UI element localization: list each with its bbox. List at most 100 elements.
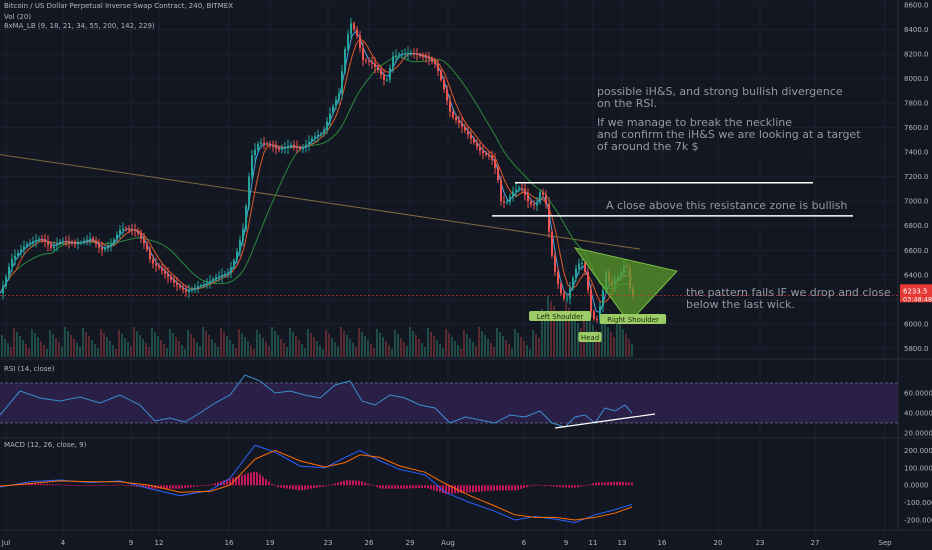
volume-bar — [40, 341, 42, 357]
volume-bar — [310, 333, 312, 357]
macd-histogram-bar — [556, 485, 558, 488]
macd-histogram-bar — [610, 481, 612, 486]
macd-histogram-bar — [235, 476, 237, 486]
candle-body — [149, 249, 151, 260]
macd-histogram-bar — [592, 483, 594, 486]
macd-histogram-bar — [217, 482, 219, 486]
candle-body — [590, 289, 592, 312]
price-tick-label: 7800.0 — [904, 100, 929, 108]
volume-bar — [331, 338, 333, 357]
candle-body — [458, 120, 460, 124]
macd-histogram-bar — [619, 481, 621, 486]
macd-histogram-bar — [331, 484, 333, 486]
candle-body — [287, 145, 289, 148]
volume-bar — [130, 346, 132, 357]
volume-bar — [70, 335, 72, 357]
rsi-tick-label: 40.0000 — [904, 410, 932, 418]
macd-histogram-bar — [184, 485, 186, 489]
volume-bar — [415, 335, 417, 357]
macd-histogram-bar — [601, 482, 603, 486]
x-tick-label: 13 — [618, 539, 627, 547]
macd-histogram-bar — [532, 485, 534, 487]
candle-body — [530, 201, 532, 205]
volume-bar — [616, 319, 618, 357]
macd-histogram-bar — [73, 485, 75, 486]
label-head-bg — [578, 332, 602, 342]
candle-body — [194, 287, 196, 290]
volume-bar — [481, 331, 483, 357]
candle-body — [317, 134, 319, 137]
volume-bar — [82, 328, 84, 357]
candle-body — [260, 142, 262, 145]
volume-bar — [532, 330, 534, 357]
candle-body — [2, 286, 4, 294]
volume-bar — [490, 343, 492, 357]
volume-bar — [124, 338, 126, 357]
candle-body — [566, 298, 568, 300]
macd-histogram-bar — [427, 485, 429, 489]
volume-bar — [49, 330, 51, 357]
volume-bar — [64, 327, 66, 357]
volume-bar — [4, 339, 6, 357]
volume-bar — [73, 339, 75, 357]
x-tick-label: 4 — [61, 539, 66, 547]
candle-body — [524, 188, 526, 196]
label-right-shoulder: Right Shoulder — [599, 314, 667, 324]
candle-body — [359, 35, 361, 48]
volume-bar — [268, 346, 270, 357]
macd-histogram-bar — [82, 485, 84, 487]
volume-bar — [595, 330, 597, 357]
volume-bar — [211, 339, 213, 357]
volume-bar — [256, 330, 258, 357]
candle-body — [65, 240, 67, 242]
macd-line — [0, 444, 633, 524]
candle-body — [527, 195, 529, 202]
candle-body — [464, 126, 466, 131]
candle-body — [161, 267, 163, 271]
candle-body — [443, 79, 445, 90]
macd-histogram-bar — [154, 485, 156, 489]
macd-histogram-bar — [376, 485, 378, 488]
signal-line — [0, 449, 633, 521]
candle-body — [134, 229, 136, 231]
x-tick-label: 16 — [658, 539, 667, 547]
volume-bar — [223, 332, 225, 357]
macd-histogram-bar — [43, 483, 45, 486]
candle-body — [101, 247, 103, 250]
candle-body — [221, 274, 223, 277]
volume-bar — [103, 333, 105, 357]
x-tick-label: 29 — [406, 539, 415, 547]
macd-histogram-bar — [355, 480, 357, 486]
candle-body — [350, 23, 352, 35]
volume-bar — [319, 345, 321, 357]
volume-bar — [97, 348, 99, 357]
macd-histogram-bar — [109, 485, 111, 486]
candle-body — [470, 134, 472, 139]
volume-bar — [508, 344, 510, 357]
x-tick-label: 26 — [365, 539, 374, 547]
volume-bar — [208, 335, 210, 357]
macd-histogram-bar — [283, 485, 285, 489]
volume-bar — [154, 332, 156, 357]
candle-body — [377, 66, 379, 71]
candle-body — [38, 238, 40, 241]
volume-bar — [265, 342, 267, 357]
volume-bar — [445, 329, 447, 357]
candle-body — [329, 113, 331, 122]
volume-bar — [568, 308, 570, 357]
macd-histogram-bar — [292, 485, 294, 490]
volume-bar — [307, 329, 309, 357]
macd-histogram-bar — [385, 485, 387, 489]
candle-body — [53, 245, 55, 248]
candle-body — [380, 70, 382, 75]
macd-tick-label: 100.0000 — [904, 464, 932, 472]
candle-body — [536, 202, 538, 206]
candle-body — [59, 241, 61, 244]
macd-histogram-bar — [337, 482, 339, 486]
candle-body — [407, 53, 409, 55]
macd-histogram-bar — [151, 485, 153, 489]
rsi-tick-label: 60.0000 — [904, 390, 932, 398]
candle-body — [269, 144, 271, 146]
macd-histogram-bar — [97, 485, 99, 487]
